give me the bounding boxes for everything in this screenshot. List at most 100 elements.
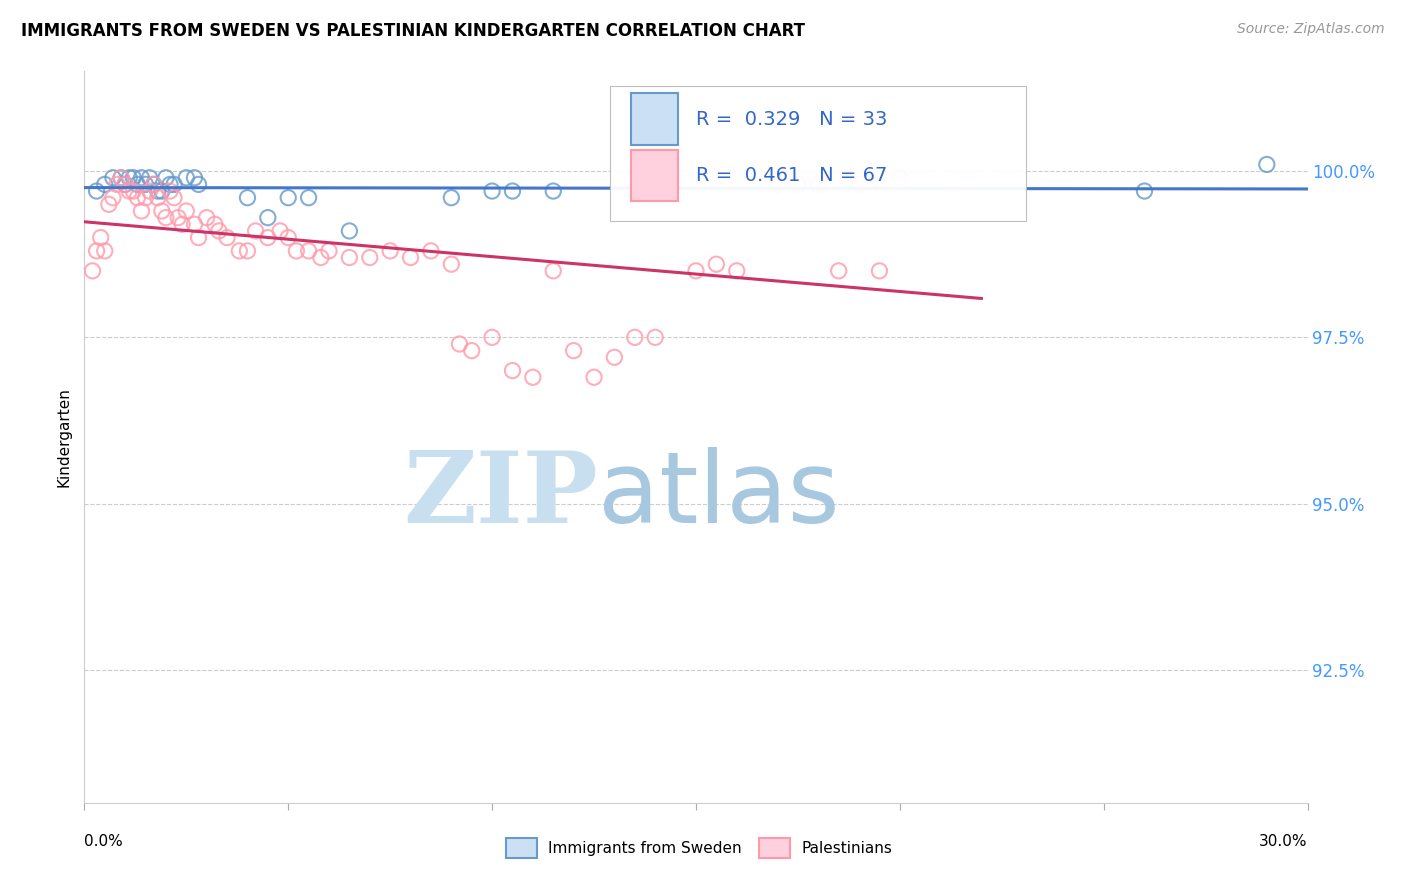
Text: 30.0%: 30.0% bbox=[1260, 834, 1308, 849]
Point bbox=[807, 178, 830, 192]
Text: IMMIGRANTS FROM SWEDEN VS PALESTINIAN KINDERGARTEN CORRELATION CHART: IMMIGRANTS FROM SWEDEN VS PALESTINIAN KI… bbox=[21, 22, 806, 40]
Point bbox=[481, 184, 503, 198]
Point bbox=[399, 251, 422, 265]
Point bbox=[97, 197, 120, 211]
Point bbox=[522, 370, 544, 384]
Point bbox=[257, 230, 280, 244]
Point bbox=[440, 191, 463, 205]
Point bbox=[685, 264, 707, 278]
Point bbox=[86, 184, 108, 198]
Point bbox=[309, 251, 332, 265]
Point bbox=[766, 178, 789, 192]
Point bbox=[725, 264, 748, 278]
Point bbox=[118, 184, 141, 198]
Point bbox=[236, 191, 259, 205]
Point bbox=[339, 224, 361, 238]
Point bbox=[603, 351, 626, 365]
Point bbox=[93, 178, 117, 192]
Point bbox=[110, 170, 132, 185]
Point bbox=[114, 178, 136, 192]
FancyBboxPatch shape bbox=[610, 86, 1026, 221]
Point bbox=[142, 178, 165, 192]
Point bbox=[380, 244, 402, 258]
Point bbox=[114, 178, 136, 192]
Text: Palestinians: Palestinians bbox=[801, 841, 893, 855]
Point bbox=[644, 330, 666, 344]
Point bbox=[298, 244, 321, 258]
Point bbox=[110, 170, 132, 185]
Point bbox=[449, 337, 471, 351]
Point bbox=[543, 184, 565, 198]
Point bbox=[183, 217, 205, 231]
Point bbox=[889, 170, 911, 185]
Text: ZIP: ZIP bbox=[404, 447, 598, 544]
Point bbox=[277, 191, 299, 205]
Point bbox=[502, 363, 524, 377]
Point bbox=[135, 191, 157, 205]
Point bbox=[163, 191, 186, 205]
Bar bbox=[631, 150, 678, 201]
Text: R =  0.329   N = 33: R = 0.329 N = 33 bbox=[696, 110, 887, 128]
Point bbox=[138, 184, 160, 198]
Point bbox=[159, 178, 181, 192]
Point bbox=[204, 217, 226, 231]
Point bbox=[172, 217, 194, 231]
Point bbox=[624, 184, 647, 198]
Point bbox=[167, 211, 190, 225]
Text: Immigrants from Sweden: Immigrants from Sweden bbox=[548, 841, 742, 855]
Point bbox=[195, 211, 218, 225]
Point bbox=[159, 184, 181, 198]
Point bbox=[82, 264, 104, 278]
Point bbox=[86, 244, 108, 258]
Point bbox=[155, 170, 177, 185]
Point bbox=[101, 191, 124, 205]
Point bbox=[122, 170, 145, 185]
Point bbox=[624, 330, 647, 344]
Point bbox=[208, 224, 231, 238]
Point bbox=[481, 330, 503, 344]
Point bbox=[339, 251, 361, 265]
Point bbox=[236, 244, 259, 258]
Point bbox=[706, 257, 728, 271]
Point bbox=[269, 224, 291, 238]
Point bbox=[318, 244, 340, 258]
Text: R =  0.461   N = 67: R = 0.461 N = 67 bbox=[696, 166, 887, 185]
Point bbox=[93, 244, 117, 258]
Point bbox=[150, 204, 173, 219]
Point bbox=[187, 178, 209, 192]
Bar bbox=[631, 94, 678, 145]
Point bbox=[228, 244, 250, 258]
Point bbox=[285, 244, 308, 258]
Point bbox=[502, 184, 524, 198]
Point bbox=[146, 184, 169, 198]
Point bbox=[131, 204, 153, 219]
Point bbox=[869, 264, 891, 278]
Point bbox=[122, 184, 145, 198]
Point bbox=[217, 230, 239, 244]
Point bbox=[118, 170, 141, 185]
Point bbox=[187, 230, 209, 244]
Point bbox=[163, 178, 186, 192]
Point bbox=[90, 230, 112, 244]
Point bbox=[101, 170, 124, 185]
Point bbox=[359, 251, 381, 265]
Point bbox=[135, 178, 157, 192]
Point bbox=[1133, 184, 1156, 198]
Point bbox=[277, 230, 299, 244]
Point bbox=[150, 184, 173, 198]
Point bbox=[562, 343, 585, 358]
Point bbox=[440, 257, 463, 271]
Point bbox=[245, 224, 267, 238]
Point bbox=[787, 178, 810, 192]
Point bbox=[543, 264, 565, 278]
Text: atlas: atlas bbox=[598, 447, 839, 544]
Point bbox=[298, 191, 321, 205]
Point bbox=[183, 170, 205, 185]
Point bbox=[127, 191, 149, 205]
Point bbox=[146, 191, 169, 205]
Text: Source: ZipAtlas.com: Source: ZipAtlas.com bbox=[1237, 22, 1385, 37]
Y-axis label: Kindergarten: Kindergarten bbox=[56, 387, 72, 487]
Point bbox=[127, 178, 149, 192]
Point bbox=[155, 211, 177, 225]
Point bbox=[257, 211, 280, 225]
